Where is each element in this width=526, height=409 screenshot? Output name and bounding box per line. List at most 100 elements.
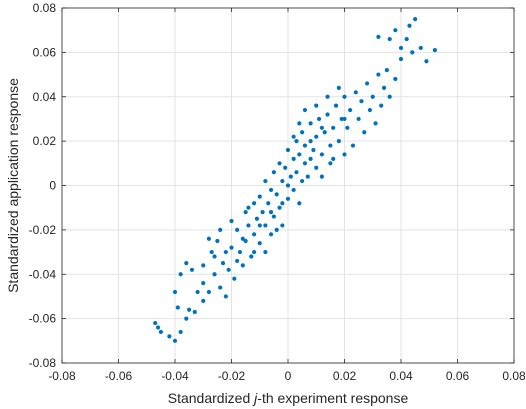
data-point — [291, 156, 296, 161]
data-point — [175, 305, 180, 310]
y-axis-label: Standardized application response — [5, 78, 21, 293]
data-point — [331, 125, 336, 130]
data-point — [373, 121, 378, 126]
x-axis-label-part-2: j — [252, 390, 258, 406]
data-point — [246, 223, 251, 228]
data-point — [229, 245, 234, 250]
data-point — [356, 116, 361, 122]
data-point — [365, 81, 370, 86]
data-point — [325, 94, 330, 99]
data-point — [268, 210, 274, 215]
data-point — [153, 320, 158, 326]
data-point — [249, 254, 254, 259]
data-point — [319, 174, 324, 179]
data-point — [201, 263, 206, 268]
data-point — [271, 214, 276, 219]
data-point — [316, 116, 322, 122]
data-point — [212, 272, 217, 277]
data-point — [342, 152, 347, 157]
data-point — [252, 249, 257, 255]
data-point — [387, 36, 392, 42]
y-tick-label: 0.06 — [33, 45, 57, 59]
data-point — [192, 309, 197, 315]
data-point — [314, 103, 319, 108]
data-point — [379, 103, 384, 108]
data-point — [172, 338, 178, 343]
data-point — [398, 56, 404, 62]
data-point — [353, 90, 358, 95]
data-point — [223, 249, 228, 255]
data-point — [263, 249, 268, 255]
data-point — [167, 334, 172, 339]
data-point — [302, 107, 308, 113]
data-point — [308, 139, 313, 144]
data-point — [376, 72, 381, 77]
data-points — [153, 16, 437, 343]
data-point — [257, 223, 262, 228]
data-point — [223, 294, 228, 299]
data-point — [410, 50, 415, 55]
data-point — [367, 107, 373, 113]
data-point — [263, 223, 268, 228]
data-point — [297, 152, 302, 157]
data-point — [418, 45, 423, 51]
data-point — [297, 201, 302, 206]
data-point — [314, 165, 319, 170]
data-point — [215, 238, 220, 244]
data-point — [285, 183, 291, 188]
data-point — [285, 196, 291, 201]
y-tick-label: -0.04 — [29, 267, 57, 281]
data-point — [266, 201, 271, 206]
data-point — [187, 307, 192, 312]
data-point — [178, 329, 183, 335]
data-point — [277, 161, 282, 166]
data-point — [218, 285, 223, 290]
x-tick-label: 0.02 — [333, 369, 357, 383]
data-point — [359, 99, 364, 104]
data-point — [325, 112, 330, 117]
data-point — [319, 125, 324, 130]
data-point — [342, 94, 347, 99]
data-point — [384, 68, 389, 73]
data-point — [178, 272, 183, 277]
data-point — [189, 267, 195, 272]
data-point — [328, 161, 333, 166]
data-point — [254, 216, 260, 221]
data-point — [240, 263, 245, 268]
y-tick-label: -0.06 — [29, 312, 57, 326]
data-point — [218, 227, 223, 232]
x-tick-label: 0.08 — [502, 369, 526, 383]
data-point — [376, 34, 381, 39]
data-point — [288, 174, 293, 179]
data-point — [243, 210, 248, 215]
data-point — [257, 194, 262, 199]
data-point — [398, 45, 404, 51]
x-axis-label-part-1: Standardized — [168, 390, 254, 406]
data-point — [311, 147, 316, 153]
data-point — [314, 134, 319, 139]
data-point — [268, 232, 274, 237]
data-point — [291, 134, 296, 139]
data-point — [280, 201, 285, 206]
data-point — [308, 121, 313, 126]
data-point — [235, 227, 240, 232]
data-point — [407, 23, 412, 28]
x-tick-label: -0.08 — [48, 369, 76, 383]
data-point — [195, 289, 200, 295]
data-point — [294, 170, 299, 175]
data-point — [201, 281, 206, 286]
data-point — [336, 139, 341, 144]
data-point — [305, 174, 310, 179]
data-point — [220, 261, 226, 266]
data-point — [277, 205, 282, 210]
data-point — [226, 267, 231, 272]
data-point — [291, 187, 296, 193]
data-point — [232, 276, 237, 281]
data-point — [404, 36, 409, 42]
y-tick-label: -0.02 — [29, 223, 57, 237]
data-point — [158, 329, 163, 335]
ticks — [61, 7, 515, 364]
data-point — [206, 289, 211, 295]
data-point — [333, 103, 339, 108]
